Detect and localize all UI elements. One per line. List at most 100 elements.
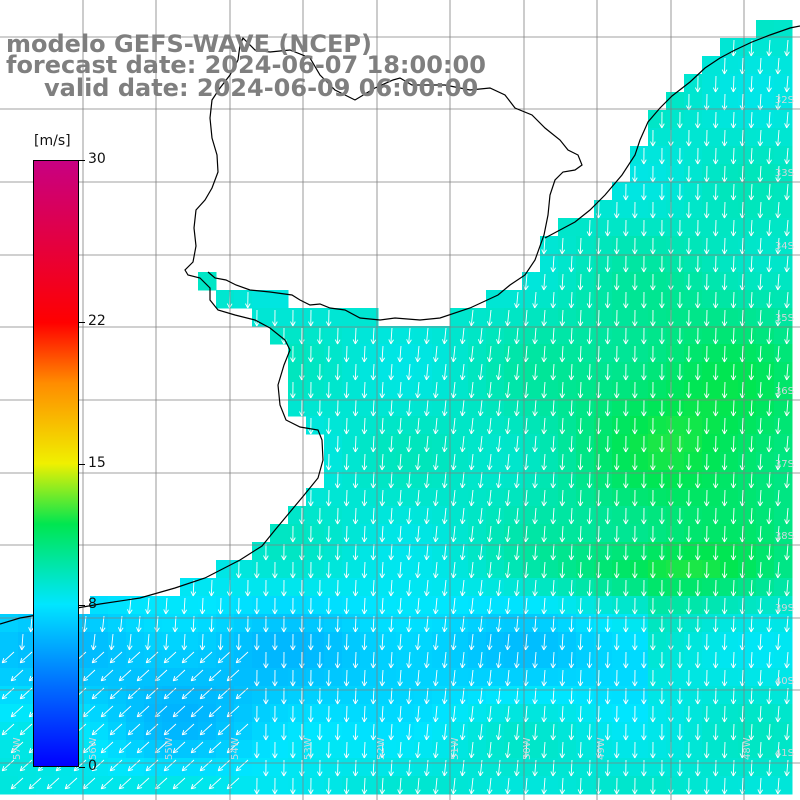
wind-arrow: [254, 633, 260, 651]
wind-arrow: [1, 651, 15, 664]
wind-speed-cell: [324, 506, 343, 525]
wind-speed-cell: [774, 290, 793, 309]
wind-arrow: [388, 471, 394, 489]
wind-speed-cell: [702, 488, 721, 507]
wind-speed-cell: [720, 326, 739, 345]
wind-arrow: [406, 651, 412, 669]
wind-speed-cell: [612, 452, 631, 471]
wind-arrow: [496, 435, 502, 453]
wind-arrow: [721, 633, 728, 651]
wind-arrow: [550, 723, 556, 741]
wind-speed-cell: [684, 722, 703, 741]
wind-speed-cell: [306, 650, 325, 669]
wind-arrow: [397, 669, 403, 687]
wind-arrow: [397, 345, 403, 363]
wind-speed-cell: [450, 308, 469, 327]
wind-arrow: [748, 651, 755, 669]
wind-speed-cell: [342, 578, 361, 597]
wind-speed-cell: [774, 326, 793, 345]
wind-arrow: [784, 39, 790, 57]
wind-arrow: [514, 687, 520, 705]
wind-arrow: [577, 705, 584, 723]
wind-arrow: [334, 327, 341, 345]
wind-speed-cell: [432, 758, 451, 777]
wind-arrow: [641, 363, 647, 381]
wind-arrow: [325, 381, 332, 399]
wind-speed-cell: [288, 308, 307, 327]
wind-arrow: [686, 561, 692, 579]
wind-speed-cell: [702, 380, 721, 399]
wind-arrow: [659, 111, 665, 129]
wind-speed-cell: [360, 758, 379, 777]
wind-speed-cell: [666, 272, 685, 291]
wind-speed-cell: [666, 164, 685, 183]
wind-speed-cell: [486, 686, 505, 705]
wind-speed-cell: [126, 776, 145, 795]
wind-arrow: [477, 687, 484, 705]
wind-arrow: [677, 255, 683, 273]
wind-speed-cell: [504, 650, 523, 669]
wind-arrow: [163, 759, 177, 772]
wind-speed-cell: [666, 146, 685, 165]
wind-speed-cell: [648, 218, 667, 237]
wind-arrow: [10, 741, 24, 754]
wind-arrow: [459, 687, 466, 705]
wind-speed-cell: [414, 326, 433, 345]
wind-arrow: [766, 471, 772, 489]
wind-speed-cell: [0, 632, 19, 651]
wind-arrow: [577, 345, 584, 363]
wind-arrow: [586, 327, 593, 345]
wind-arrow: [433, 489, 439, 507]
wind-arrow: [586, 615, 593, 633]
wind-arrow: [748, 507, 755, 525]
wind-speed-cell: [702, 686, 721, 705]
coastline: [0, 25, 800, 625]
wind-speed-cell: [414, 362, 433, 381]
wind-arrow: [109, 651, 123, 664]
wind-arrow: [677, 507, 683, 525]
wind-speed-cell: [576, 326, 595, 345]
colorbar-tick-mark: [79, 321, 85, 323]
wind-speed-cell: [360, 506, 379, 525]
wind-arrow: [334, 363, 341, 381]
wind-speed-cell: [432, 506, 451, 525]
wind-speed-cell: [144, 668, 163, 687]
wind-arrow: [379, 597, 386, 615]
wind-speed-cell: [774, 722, 793, 741]
wind-speed-cell: [756, 398, 775, 417]
wind-arrow: [775, 273, 781, 291]
wind-speed-cell: [306, 326, 325, 345]
wind-arrow: [379, 561, 386, 579]
wind-arrow: [100, 777, 114, 790]
wind-arrow: [623, 435, 629, 453]
wind-arrow: [730, 327, 737, 345]
wind-arrow: [486, 453, 493, 471]
wind-speed-cell: [324, 632, 343, 651]
wind-arrow: [406, 507, 412, 525]
wind-arrow: [136, 669, 150, 682]
wind-arrow: [541, 597, 547, 615]
wind-arrow: [254, 561, 260, 579]
wind-arrow: [514, 435, 520, 453]
wind-arrow: [441, 615, 448, 633]
wind-speed-cell: [702, 326, 721, 345]
wind-speed-cell: [702, 578, 721, 597]
wind-speed-cell: [198, 758, 217, 777]
wind-speed-cell: [774, 578, 793, 597]
wind-speed-cell: [702, 398, 721, 417]
lat-label: 32S: [774, 95, 794, 106]
colorbar-tick-label: 30: [88, 151, 106, 167]
wind-speed-cell: [558, 506, 577, 525]
wind-arrow: [388, 615, 394, 633]
wind-speed-cell: [0, 614, 19, 633]
wind-speed-cell: [180, 722, 199, 741]
wind-speed-cell: [648, 758, 667, 777]
wind-arrow: [559, 633, 566, 651]
wind-arrow: [632, 237, 638, 255]
wind-speed-cell: [324, 362, 343, 381]
wind-arrow: [613, 309, 620, 327]
wind-speed-cell: [468, 578, 487, 597]
wind-speed-cell: [648, 596, 667, 615]
wind-arrow: [568, 327, 575, 345]
wind-arrow: [441, 435, 448, 453]
